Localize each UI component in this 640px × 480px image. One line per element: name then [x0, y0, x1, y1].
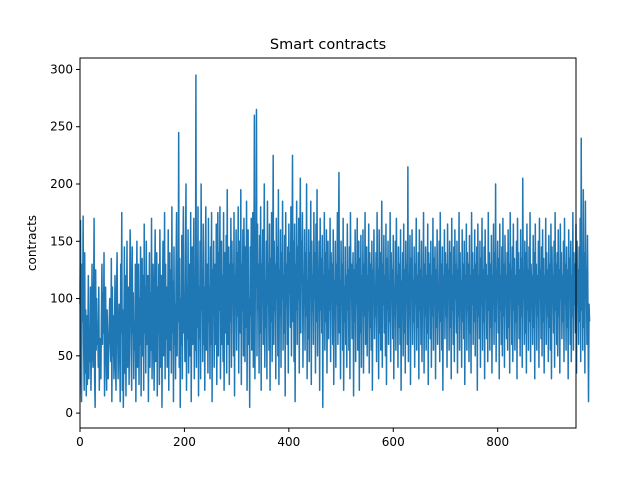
- x-axis: 0 200 400 600 800: [76, 428, 509, 449]
- series-line-0: [79, 74, 591, 409]
- y-tick-label: 0: [65, 406, 73, 420]
- x-tick-label: 200: [173, 435, 196, 449]
- x-tick-label: 400: [277, 435, 300, 449]
- y-tick-label: 250: [50, 120, 73, 134]
- x-tick-label: 600: [382, 435, 405, 449]
- y-axis: 0 50 100 150 200 250 300: [50, 62, 80, 420]
- y-tick-label: 50: [58, 349, 73, 363]
- x-tick-label: 0: [76, 435, 84, 449]
- plot-area: [79, 74, 591, 409]
- y-axis-label: contracts: [25, 215, 39, 271]
- plot-frame: [79, 57, 577, 429]
- y-tick-label: 300: [50, 62, 73, 76]
- y-tick-label: 150: [50, 234, 73, 248]
- y-tick-label: 100: [50, 292, 73, 306]
- x-tick-label: 800: [486, 435, 509, 449]
- chart-title: Smart contracts: [270, 37, 386, 53]
- y-tick-label: 200: [50, 177, 73, 191]
